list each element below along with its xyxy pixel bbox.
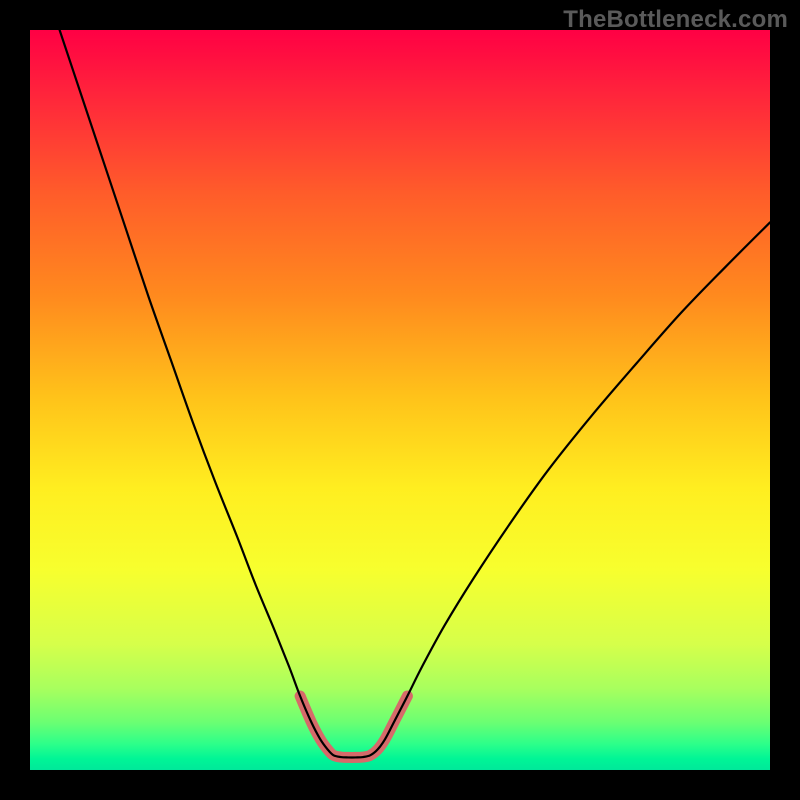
gradient-background: [30, 30, 770, 770]
bottleneck-curve-chart: [30, 30, 770, 770]
chart-frame: TheBottleneck.com: [0, 0, 800, 800]
plot-area: [30, 30, 770, 770]
